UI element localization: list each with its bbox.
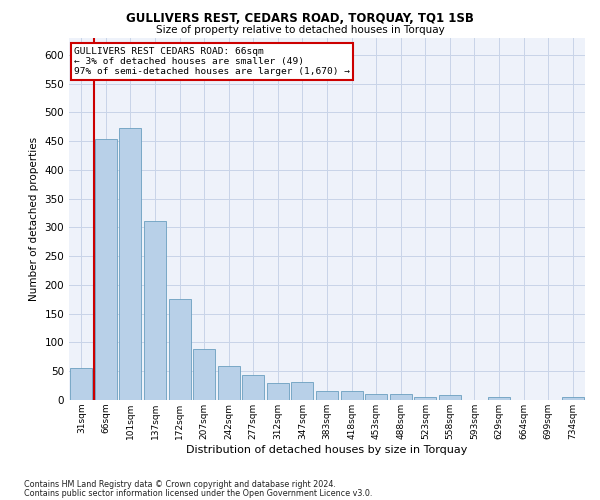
Bar bbox=[119, 128, 142, 400]
Bar bbox=[242, 376, 265, 400]
X-axis label: Distribution of detached houses by size in Torquay: Distribution of detached houses by size … bbox=[187, 444, 467, 454]
Text: GULLIVERS REST CEDARS ROAD: 66sqm
← 3% of detached houses are smaller (49)
97% o: GULLIVERS REST CEDARS ROAD: 66sqm ← 3% o… bbox=[74, 46, 350, 76]
Bar bbox=[70, 368, 92, 400]
Text: GULLIVERS REST, CEDARS ROAD, TORQUAY, TQ1 1SB: GULLIVERS REST, CEDARS ROAD, TORQUAY, TQ… bbox=[126, 12, 474, 26]
Bar bbox=[169, 298, 191, 400]
Bar bbox=[193, 350, 215, 400]
Bar bbox=[267, 382, 289, 400]
Text: Contains HM Land Registry data © Crown copyright and database right 2024.: Contains HM Land Registry data © Crown c… bbox=[24, 480, 336, 489]
Bar bbox=[144, 221, 166, 400]
Bar bbox=[316, 392, 338, 400]
Bar bbox=[95, 140, 117, 400]
Y-axis label: Number of detached properties: Number of detached properties bbox=[29, 136, 39, 301]
Bar bbox=[341, 392, 362, 400]
Bar bbox=[365, 394, 387, 400]
Text: Size of property relative to detached houses in Torquay: Size of property relative to detached ho… bbox=[155, 25, 445, 35]
Bar bbox=[389, 394, 412, 400]
Bar bbox=[488, 397, 510, 400]
Bar bbox=[218, 366, 240, 400]
Bar bbox=[562, 397, 584, 400]
Text: Contains public sector information licensed under the Open Government Licence v3: Contains public sector information licen… bbox=[24, 488, 373, 498]
Bar bbox=[292, 382, 313, 400]
Bar bbox=[414, 396, 436, 400]
Bar bbox=[439, 395, 461, 400]
